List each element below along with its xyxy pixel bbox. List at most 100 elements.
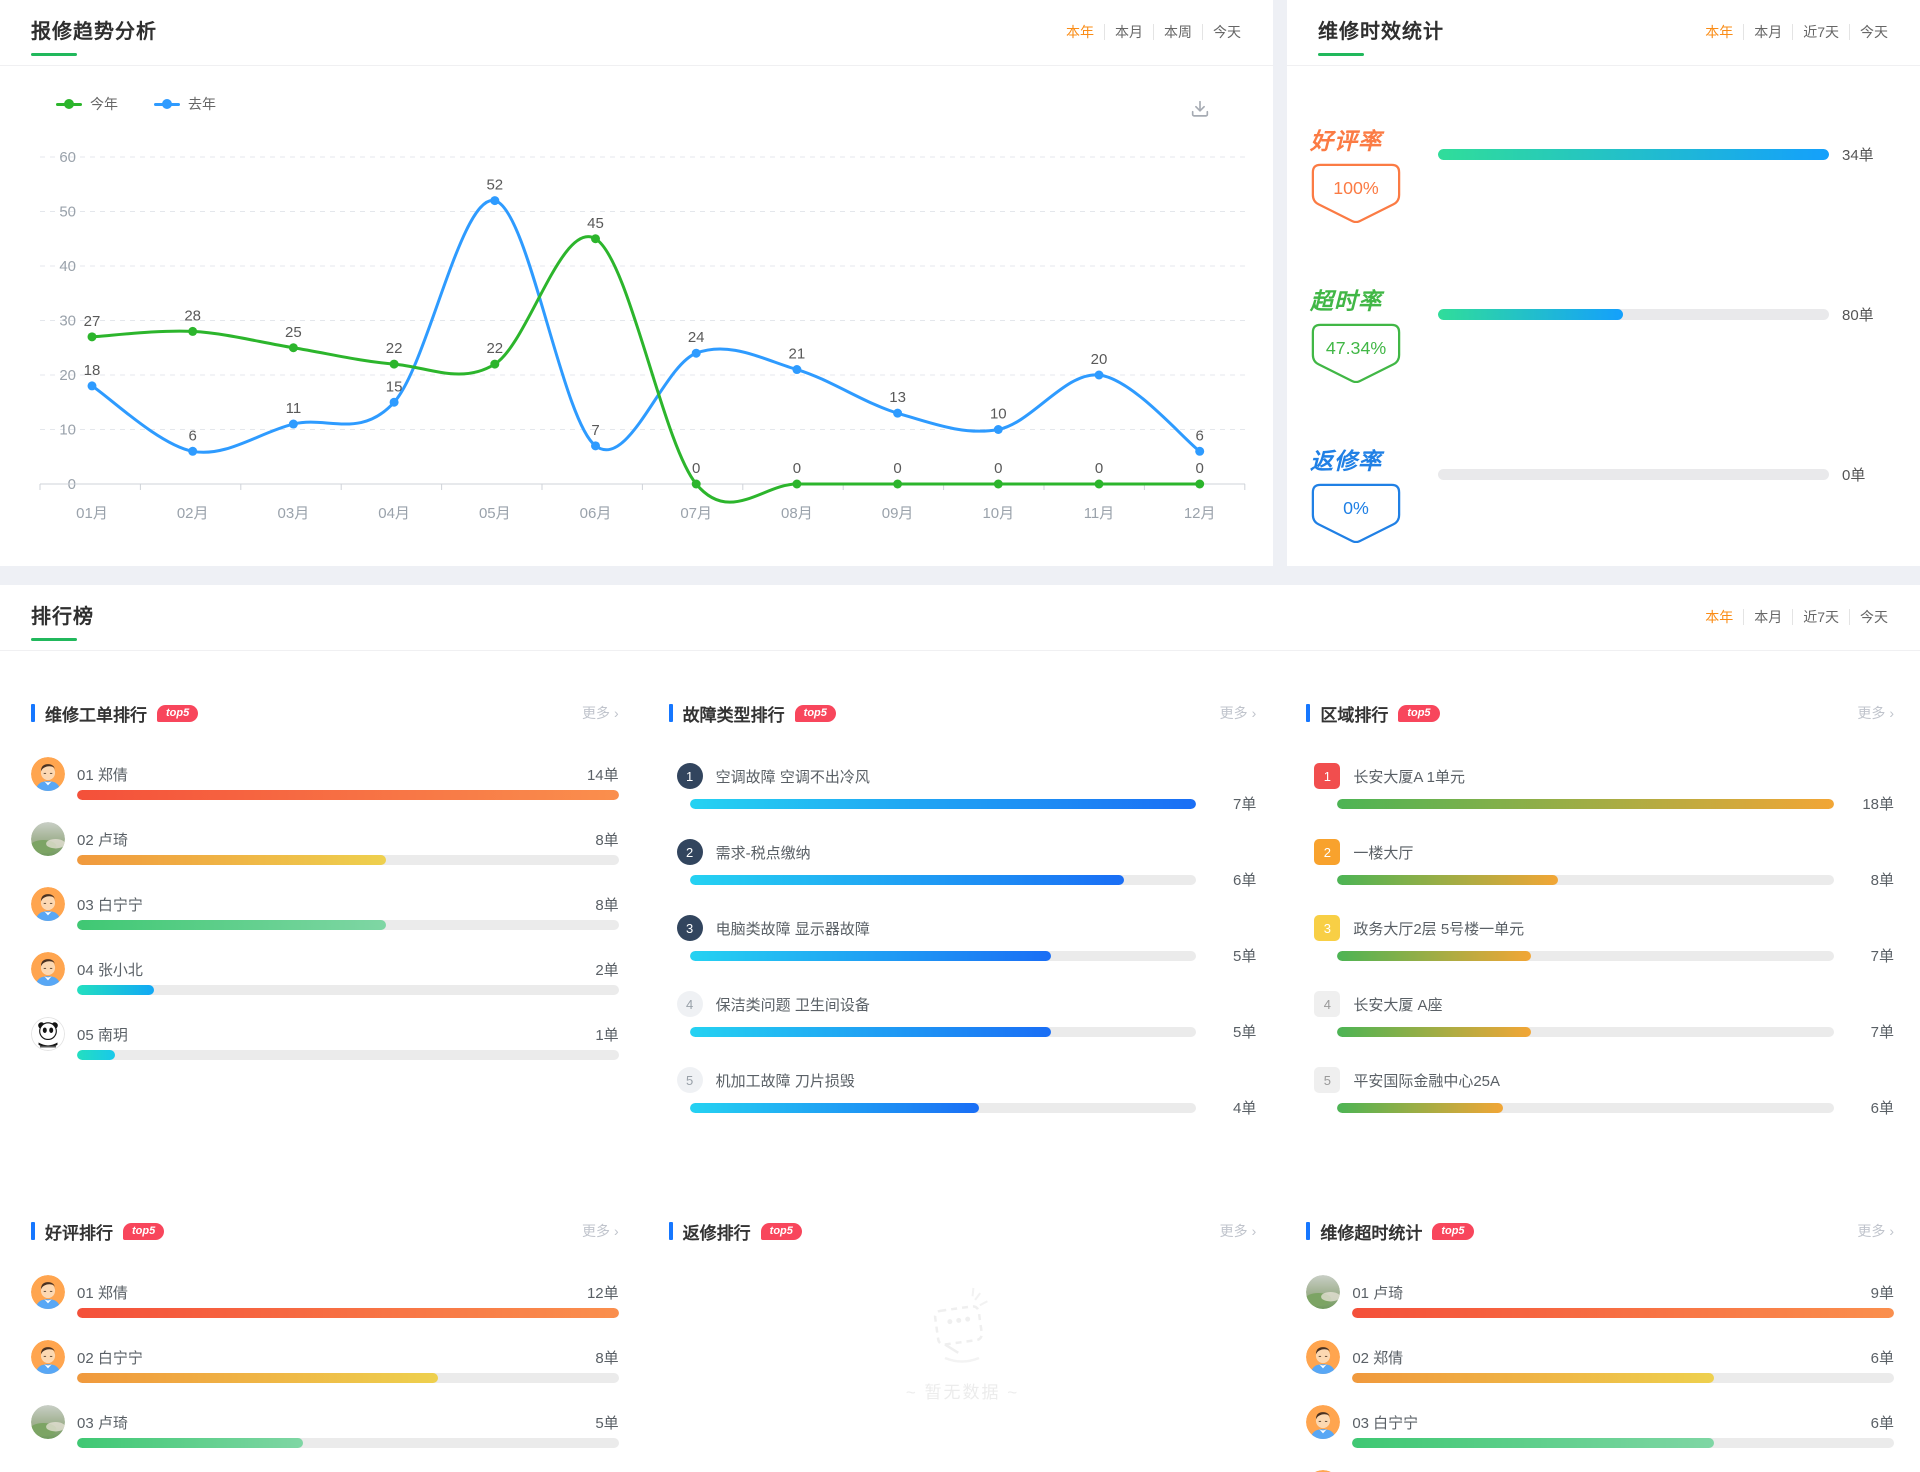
svg-text:60: 60 [59,149,76,166]
rank-value: 6单 [1232,872,1257,889]
efficiency-filter-近7天[interactable]: 近7天 [1792,24,1849,40]
efficiency-filter-本月[interactable]: 本月 [1743,24,1792,40]
rank-value: 8单 [595,1350,619,1367]
rank-row-line: 3 政务大厅2层 5号楼一单元 [1306,915,1894,941]
stat-percent-badge: 100% [1310,163,1438,228]
top-row: 报修趋势分析 本年 本月 本周 今天 今年 去年 0 10 20 30 40 50 60 01月 02月… [0,0,1920,566]
more-link[interactable]: 更多 › [1857,703,1894,723]
svg-text:0: 0 [893,460,901,477]
stat-label-block: 好评率 100% [1310,122,1438,228]
rank-name: 03 白宁宁 [77,897,143,914]
rank-bar-row: 6单 [689,869,1257,890]
download-icon[interactable] [1189,98,1211,125]
rank-panel-header: 故障类型排行 top5 更多 › [668,700,1257,726]
stat-bar-block: 80单 [1438,307,1894,324]
rank-row: 5 机加工故障 刀片损毁 4单 [669,1067,1256,1118]
rank-bar-row: 6单 [1337,1097,1894,1118]
stat-count: 34单 [1842,146,1874,164]
rank-bar-track [77,1438,619,1448]
rank-row: 5 平安国际金融中心25A 6单 [1306,1067,1894,1118]
ranking-panel: 排行榜 本年 本月 近7天 今天 维修工单排行 top5 更多 › 01 郑倩 14单 02 … [0,585,1920,1472]
rank-value: 7单 [1870,1024,1894,1041]
rank-bar-fill [689,1102,979,1113]
rank-row: 03 白宁宁 8单 [31,887,619,930]
ranking-filter-本年[interactable]: 本年 [1705,609,1734,625]
rank-bar-track [77,1308,619,1318]
rank-bar-track [1352,1308,1894,1318]
no-data-text: ~ 暂无数据 ~ [905,1383,1020,1402]
rank-bar-row: 5单 [689,945,1256,966]
stat-bar-track [1438,308,1829,320]
rank-name: 空调故障 空调不出冷风 [715,768,870,786]
svg-text:24: 24 [688,329,705,346]
ranking-filter-本月[interactable]: 本月 [1743,609,1792,625]
rank-row: 01 郑倩 12单 [31,1275,619,1318]
rank-bar-fill [1337,1102,1503,1113]
efficiency-panel: 维修时效统计 本年 本月 近7天 今天 好评率 100% 34单 超时率 47.34% 80… [1287,0,1920,566]
rank-row-line: 02 白宁宁 8单 [77,1350,619,1368]
rank-panel-故障类型排行: 故障类型排行 top5 更多 › 1 空调故障 空调不出冷风 7单 2 需求-税点缴纳 6单 3 电脑… [668,700,1257,1143]
rank-panel-title: 返修排行 [682,1223,751,1243]
stat-bar-block: 34单 [1438,147,1894,164]
rank-row-content: 02 卢琦 8单 [77,822,619,865]
rank-name: 02 郑倩 [1352,1350,1404,1367]
legend-item-去年[interactable]: 去年 [154,94,216,114]
rank-name: 长安大厦 A座 [1353,996,1443,1014]
rank-row-line: 02 卢琦 8单 [77,832,619,850]
rank-bar-fill [77,1373,439,1383]
trend-filter-今天[interactable]: 今天 [1202,24,1251,40]
top5-badge: top5 [794,704,836,722]
rank-number-badge: 3 [676,915,703,941]
more-link[interactable]: 更多 › [1857,1221,1894,1241]
rank-row-line: 2 需求-税点缴纳 [669,839,1257,865]
rank-panel-维修工单排行: 维修工单排行 top5 更多 › 01 郑倩 14单 02 卢琦 8单 03 白宁宁 8单 … [31,700,619,1143]
rank-row-content: 04 张小北 2单 [77,952,619,995]
more-link[interactable]: 更多 › [1220,703,1257,723]
more-link[interactable]: 更多 › [582,1221,619,1241]
ranking-filter-近7天[interactable]: 近7天 [1792,609,1849,625]
rank-bar-fill [77,790,619,800]
rank-number-badge: 4 [676,991,703,1017]
avatar [31,952,65,986]
more-link[interactable]: 更多 › [1220,1221,1257,1241]
more-link[interactable]: 更多 › [582,703,619,723]
rank-name: 03 白宁宁 [1352,1415,1419,1432]
svg-text:11月: 11月 [1084,505,1115,522]
rank-rows: 01 郑倩 12单 02 白宁宁 8单 03 卢琦 5单 [31,1275,619,1448]
rank-name: 需求-税点缴纳 [715,844,811,862]
legend-item-今年[interactable]: 今年 [56,94,118,114]
rank-bar-track [1352,1438,1894,1448]
rank-row-line: 03 白宁宁 8单 [77,897,619,915]
rank-panel-header: 维修工单排行 top5 更多 › [31,700,619,726]
svg-text:52: 52 [486,177,503,194]
rank-value: 5单 [1232,1024,1257,1041]
rank-bar-track [689,874,1197,885]
rank-panel-title: 故障类型排行 [682,705,785,725]
rank-bar-track [77,790,619,800]
stat-label: 返修率 [1310,448,1382,474]
svg-text:10: 10 [990,406,1007,423]
efficiency-filter-今天[interactable]: 今天 [1849,24,1898,40]
rank-panel-title: 区域排行 [1320,705,1389,725]
svg-text:09月: 09月 [882,505,914,522]
stat-返修率: 返修率 0% 0单 [1310,442,1894,548]
ranking-filters: 本年 本月 近7天 今天 [1695,609,1898,625]
efficiency-filter-本年[interactable]: 本年 [1705,24,1734,40]
rank-row: 01 郑倩 14单 [31,757,619,800]
rank-number-badge: 2 [1314,839,1341,865]
rank-row-line: 01 郑倩 12单 [77,1285,619,1303]
more-label: 更多 [1857,1223,1886,1239]
rank-bar-fill [77,1050,116,1060]
rank-bar-track [1337,798,1834,809]
trend-filter-本年[interactable]: 本年 [1066,24,1094,40]
rank-row: 1 空调故障 空调不出冷风 7单 [669,763,1256,814]
rank-panel-header: 区域排行 top5 更多 › [1306,700,1894,726]
avatar [1306,1275,1341,1309]
trend-filter-本周[interactable]: 本周 [1153,24,1202,40]
trend-filter-本月[interactable]: 本月 [1104,24,1153,40]
rank-row: 05 南玥 1单 [31,1017,619,1060]
ranking-filter-今天[interactable]: 今天 [1849,609,1898,625]
panel-accent-bar [1306,1222,1311,1240]
rank-bar-fill [1337,798,1834,809]
stat-percent-badge: 47.34% [1310,323,1438,388]
